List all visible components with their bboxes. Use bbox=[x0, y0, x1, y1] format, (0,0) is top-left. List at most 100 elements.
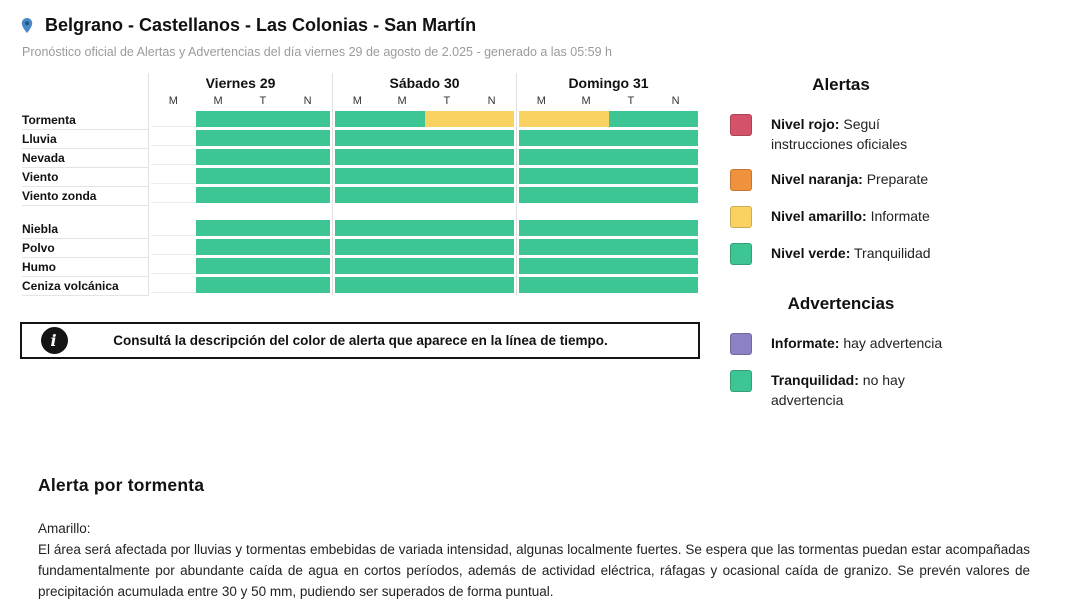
timeline-cell[interactable] bbox=[608, 239, 654, 255]
timeline-cell[interactable] bbox=[240, 277, 286, 293]
timeline-cell[interactable] bbox=[195, 149, 241, 165]
timeline-cell[interactable] bbox=[379, 130, 425, 146]
timeline-cell[interactable] bbox=[653, 277, 698, 293]
timeline-cell[interactable] bbox=[469, 187, 514, 203]
timeline-cell[interactable] bbox=[424, 277, 470, 293]
timeline-cell[interactable] bbox=[608, 277, 654, 293]
timeline-cell[interactable] bbox=[379, 239, 425, 255]
timeline-cell[interactable] bbox=[240, 187, 286, 203]
timeline-cell[interactable] bbox=[335, 168, 380, 184]
timeline-cell[interactable] bbox=[563, 277, 609, 293]
timeline-cell[interactable] bbox=[335, 149, 380, 165]
timeline-cell[interactable] bbox=[519, 168, 564, 184]
timeline-cell[interactable] bbox=[424, 149, 470, 165]
timeline-cell[interactable] bbox=[335, 258, 380, 274]
timeline-cell[interactable] bbox=[195, 187, 241, 203]
timeline-cell[interactable] bbox=[195, 258, 241, 274]
timeline-cell[interactable] bbox=[469, 130, 514, 146]
timeline-cell[interactable] bbox=[608, 168, 654, 184]
timeline-cell[interactable] bbox=[653, 111, 698, 127]
timeline-cell[interactable] bbox=[653, 168, 698, 184]
timeline-cell[interactable] bbox=[335, 187, 380, 203]
timeline-cell[interactable] bbox=[335, 277, 380, 293]
timeline-cell[interactable] bbox=[285, 239, 330, 255]
timeline-cell[interactable] bbox=[519, 239, 564, 255]
timeline-cell[interactable] bbox=[379, 149, 425, 165]
timeline-cell[interactable] bbox=[195, 130, 241, 146]
timeline-cell[interactable] bbox=[379, 258, 425, 274]
timeline-cell[interactable] bbox=[379, 187, 425, 203]
timeline-cell[interactable] bbox=[285, 258, 330, 274]
timeline-cell[interactable] bbox=[653, 239, 698, 255]
timeline-cell[interactable] bbox=[285, 220, 330, 236]
timeline-cell[interactable] bbox=[563, 187, 609, 203]
timeline-cell[interactable] bbox=[240, 130, 286, 146]
timeline-cell[interactable] bbox=[240, 239, 286, 255]
timeline-cell[interactable] bbox=[285, 130, 330, 146]
timeline-cell[interactable] bbox=[519, 258, 564, 274]
timeline-cell[interactable] bbox=[285, 111, 330, 127]
timeline-cell[interactable] bbox=[563, 220, 609, 236]
timeline-cell[interactable] bbox=[424, 220, 470, 236]
timeline-cell[interactable] bbox=[285, 149, 330, 165]
timeline-cell[interactable] bbox=[653, 220, 698, 236]
timeline-cell[interactable] bbox=[379, 220, 425, 236]
timeline-cell[interactable] bbox=[653, 258, 698, 274]
timeline-cell[interactable] bbox=[563, 168, 609, 184]
timeline-cell[interactable] bbox=[424, 187, 470, 203]
timeline-cell[interactable] bbox=[563, 239, 609, 255]
timeline-cell[interactable] bbox=[519, 220, 564, 236]
timeline-cell[interactable] bbox=[519, 149, 564, 165]
timeline-cell[interactable] bbox=[379, 168, 425, 184]
timeline-cell[interactable] bbox=[563, 111, 609, 127]
timeline-cell[interactable] bbox=[195, 168, 241, 184]
timeline-cell[interactable] bbox=[469, 149, 514, 165]
timeline-cell[interactable] bbox=[563, 149, 609, 165]
timeline-cell[interactable] bbox=[469, 239, 514, 255]
timeline-cell[interactable] bbox=[240, 149, 286, 165]
timeline-cell[interactable] bbox=[240, 168, 286, 184]
timeline-cell[interactable] bbox=[469, 277, 514, 293]
timeline-cell[interactable] bbox=[335, 130, 380, 146]
timeline-cell[interactable] bbox=[424, 111, 470, 127]
timeline-cell[interactable] bbox=[608, 130, 654, 146]
timeline-cell[interactable] bbox=[653, 187, 698, 203]
timeline-cell[interactable] bbox=[195, 111, 241, 127]
timeline-cell[interactable] bbox=[519, 187, 564, 203]
timeline-cell[interactable] bbox=[519, 130, 564, 146]
timeline-cell[interactable] bbox=[608, 187, 654, 203]
timeline-cell[interactable] bbox=[469, 220, 514, 236]
timeline-cell[interactable] bbox=[240, 258, 286, 274]
timeline-cell[interactable] bbox=[335, 111, 380, 127]
timeline-cell[interactable] bbox=[240, 111, 286, 127]
content-row: Tormenta Lluvia Nevada Viento Viento zonda Ni… bbox=[20, 73, 1047, 425]
timeline-cell[interactable] bbox=[424, 168, 470, 184]
timeline-cell[interactable] bbox=[469, 258, 514, 274]
timeline-cell[interactable] bbox=[379, 277, 425, 293]
timeline-cell[interactable] bbox=[424, 130, 470, 146]
timeline-cell[interactable] bbox=[424, 258, 470, 274]
timeline-cell[interactable] bbox=[469, 168, 514, 184]
timeline-cell[interactable] bbox=[379, 111, 425, 127]
timeline-cell[interactable] bbox=[335, 239, 380, 255]
timeline-cell[interactable] bbox=[563, 258, 609, 274]
timeline-cell[interactable] bbox=[608, 258, 654, 274]
timeline-cell[interactable] bbox=[608, 111, 654, 127]
timeline-cell[interactable] bbox=[285, 168, 330, 184]
timeline-cell[interactable] bbox=[335, 220, 380, 236]
timeline-cell[interactable] bbox=[285, 187, 330, 203]
timeline-cell[interactable] bbox=[240, 220, 286, 236]
timeline-cell[interactable] bbox=[653, 130, 698, 146]
timeline-cell[interactable] bbox=[469, 111, 514, 127]
timeline-cell[interactable] bbox=[563, 130, 609, 146]
timeline-cell[interactable] bbox=[195, 239, 241, 255]
timeline-cell[interactable] bbox=[519, 277, 564, 293]
timeline-cell[interactable] bbox=[653, 149, 698, 165]
timeline-cell[interactable] bbox=[285, 277, 330, 293]
timeline-cell[interactable] bbox=[424, 239, 470, 255]
timeline-cell[interactable] bbox=[195, 220, 241, 236]
timeline-cell[interactable] bbox=[519, 111, 564, 127]
timeline-cell[interactable] bbox=[608, 149, 654, 165]
timeline-cell[interactable] bbox=[608, 220, 654, 236]
timeline-cell[interactable] bbox=[195, 277, 241, 293]
